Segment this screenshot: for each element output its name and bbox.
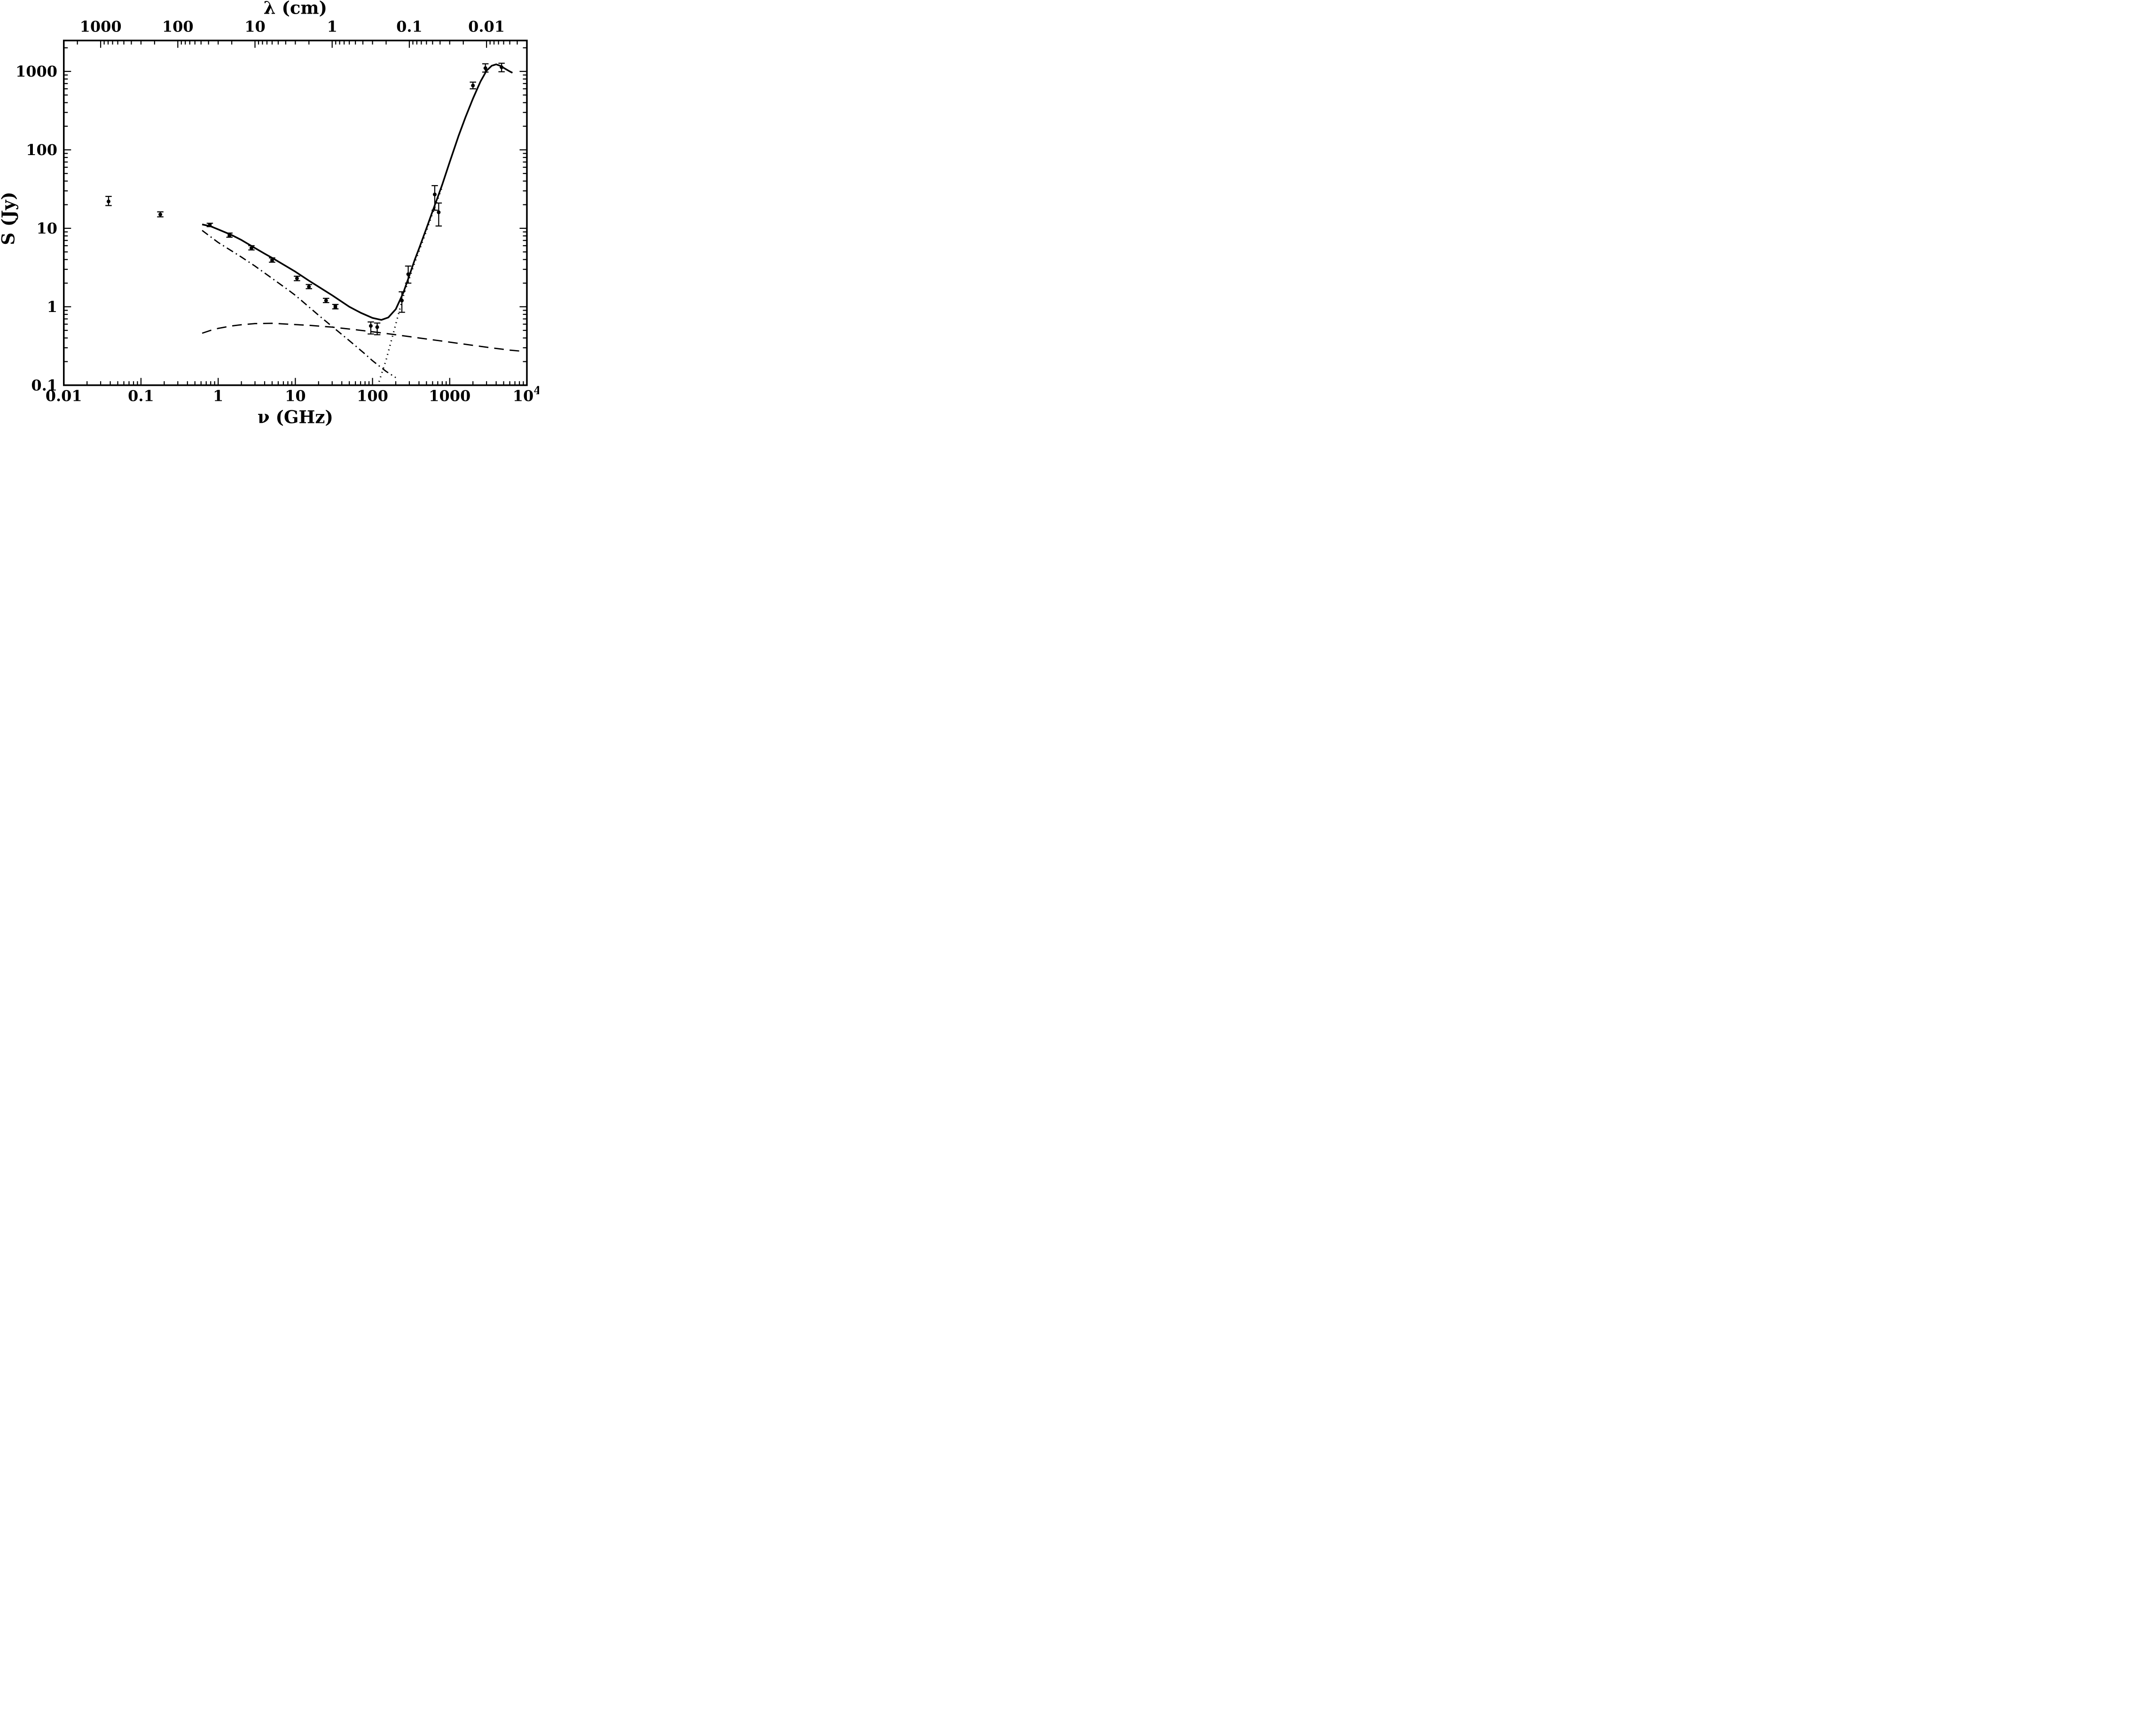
data-point-marker bbox=[249, 246, 253, 250]
x-tick-label: 1000 bbox=[429, 387, 470, 405]
data-point bbox=[332, 304, 339, 310]
axes-layer bbox=[63, 39, 528, 386]
curve-synchrotron-component bbox=[202, 230, 396, 378]
data-point bbox=[399, 291, 405, 313]
data-point bbox=[405, 265, 412, 284]
curve-total-fit bbox=[202, 63, 513, 321]
data-point-marker bbox=[375, 325, 379, 329]
curves-layer bbox=[202, 63, 524, 385]
data-point bbox=[470, 81, 476, 90]
top-tick-label: 1 bbox=[327, 17, 337, 35]
data-point-marker bbox=[295, 276, 299, 281]
data-point-marker bbox=[270, 258, 274, 262]
data-point-marker bbox=[307, 285, 311, 289]
x-tick-label: 0.1 bbox=[128, 387, 154, 405]
tick-labels-layer: 0.010.1110100100010410001001010.10.010.1… bbox=[16, 17, 539, 405]
data-point bbox=[105, 195, 112, 206]
data-point-marker bbox=[500, 65, 504, 70]
data-point bbox=[157, 211, 164, 218]
data-point-marker bbox=[333, 305, 337, 309]
data-point bbox=[322, 297, 329, 304]
data-point bbox=[435, 202, 442, 227]
top-tick-label: 100 bbox=[162, 17, 194, 35]
data-points-layer bbox=[105, 62, 505, 336]
curve-free-free-component bbox=[202, 322, 524, 352]
y-tick-label: 10 bbox=[36, 219, 57, 237]
x-tick-label: 10 bbox=[285, 387, 306, 405]
data-point bbox=[226, 232, 233, 238]
y-tick-label: 1 bbox=[47, 298, 57, 316]
data-point bbox=[374, 322, 381, 336]
top-tick-label: 0.1 bbox=[396, 17, 423, 35]
x-tick-label: 0.01 bbox=[46, 387, 82, 405]
data-point-marker bbox=[437, 210, 441, 214]
top-tick-label: 0.01 bbox=[468, 17, 505, 35]
data-point bbox=[368, 321, 374, 335]
data-point bbox=[206, 222, 213, 227]
data-point-marker bbox=[406, 272, 410, 276]
top-axis-title: λ (cm) bbox=[264, 0, 327, 18]
data-point-marker bbox=[483, 66, 487, 70]
sed-chart: 0.010.1110100100010410001001010.10.010.1… bbox=[0, 0, 539, 427]
y-axis-title: S (Jy) bbox=[0, 192, 18, 245]
x-tick-label: 104 bbox=[513, 384, 539, 405]
data-point bbox=[498, 62, 505, 72]
data-point-marker bbox=[158, 212, 163, 217]
y-tick-label: 100 bbox=[26, 141, 57, 159]
data-point bbox=[248, 245, 255, 251]
data-point-marker bbox=[208, 223, 212, 227]
data-point-marker bbox=[400, 298, 404, 303]
x-axis-title: ν (GHz) bbox=[258, 406, 333, 427]
data-point-marker bbox=[106, 199, 110, 203]
data-point-marker bbox=[432, 192, 437, 196]
x-tick-label: 100 bbox=[357, 387, 388, 405]
data-point-marker bbox=[368, 324, 373, 328]
data-point bbox=[269, 257, 275, 263]
top-tick-label: 1000 bbox=[80, 17, 122, 35]
curve-dust-component bbox=[377, 186, 443, 385]
data-point-marker bbox=[471, 84, 475, 88]
data-point-marker bbox=[227, 233, 231, 237]
data-point bbox=[306, 284, 313, 289]
y-tick-label: 0.1 bbox=[31, 376, 57, 394]
plot-frame bbox=[63, 39, 528, 386]
x-tick-label: 1 bbox=[213, 387, 223, 405]
data-point bbox=[431, 185, 438, 211]
data-point bbox=[482, 63, 489, 73]
top-tick-label: 10 bbox=[244, 17, 266, 35]
figure-canvas: 0.010.1110100100010410001001010.10.010.1… bbox=[0, 0, 539, 427]
y-tick-label: 1000 bbox=[16, 62, 57, 80]
data-point bbox=[294, 275, 300, 281]
data-point-marker bbox=[324, 298, 328, 303]
